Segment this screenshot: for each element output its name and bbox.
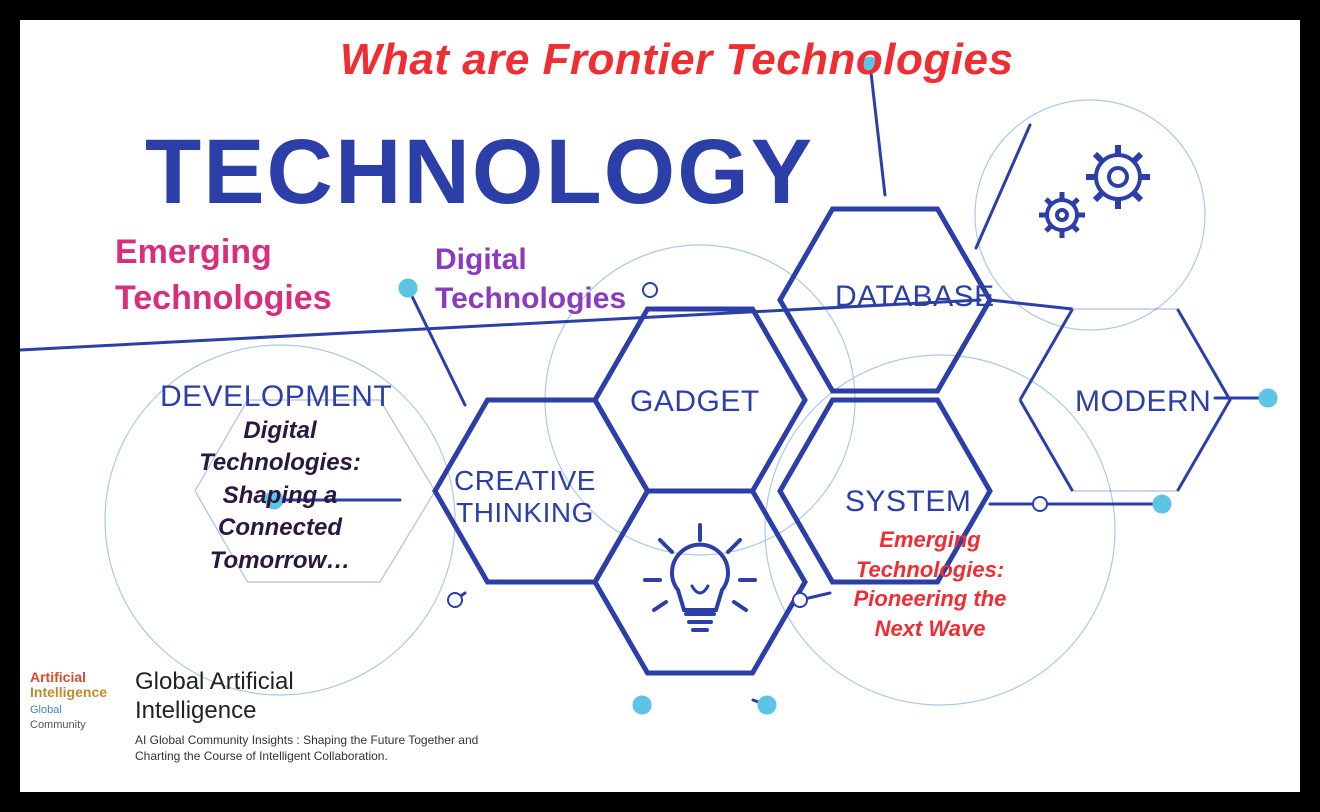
- hex-database: DATABASE: [835, 280, 995, 314]
- main-title: What are Frontier Technologies: [340, 35, 1013, 85]
- footer-logo: Artificial Intelligence Global Community: [30, 670, 107, 732]
- callout-digital-tomorrow: Digital Technologies: Shaping a Connecte…: [170, 415, 390, 577]
- hex-development: DEVELOPMENT: [160, 380, 392, 414]
- hex-creative-thinking: CREATIVE THINKING: [425, 465, 625, 529]
- logo-community: Community: [30, 719, 86, 731]
- logo-global: Global: [30, 704, 62, 716]
- footer-subtitle: AI Global Community Insights : Shaping t…: [135, 732, 495, 764]
- technology-heading: TECHNOLOGY: [145, 120, 814, 225]
- digital-line1: Digital: [435, 243, 527, 276]
- digital-line2: Technologies: [435, 282, 626, 315]
- creative-l1: CREATIVE: [454, 465, 596, 496]
- hex-modern: MODERN: [1075, 385, 1211, 419]
- footer-title-l1: Global Artificial: [135, 668, 294, 695]
- callout-emerging-wave: Emerging Technologies: Pioneering the Ne…: [830, 525, 1030, 644]
- hex-gadget: GADGET: [630, 385, 760, 419]
- hex-system: SYSTEM: [845, 485, 971, 519]
- emerging-line1: Emerging: [115, 233, 272, 271]
- logo-artificial: Artificial: [30, 669, 86, 685]
- footer-title-l2: Intelligence: [135, 697, 256, 724]
- emerging-line2: Technologies: [115, 279, 332, 317]
- logo-intelligence: Intelligence: [30, 684, 107, 700]
- footer-text: Global Artificial Intelligence AI Global…: [135, 668, 495, 764]
- digital-tech-label: Digital Technologies: [435, 240, 626, 318]
- emerging-tech-label: Emerging Technologies: [115, 230, 332, 322]
- infographic-canvas: What are Frontier Technologies TECHNOLOG…: [20, 20, 1300, 792]
- creative-l2: THINKING: [456, 497, 594, 528]
